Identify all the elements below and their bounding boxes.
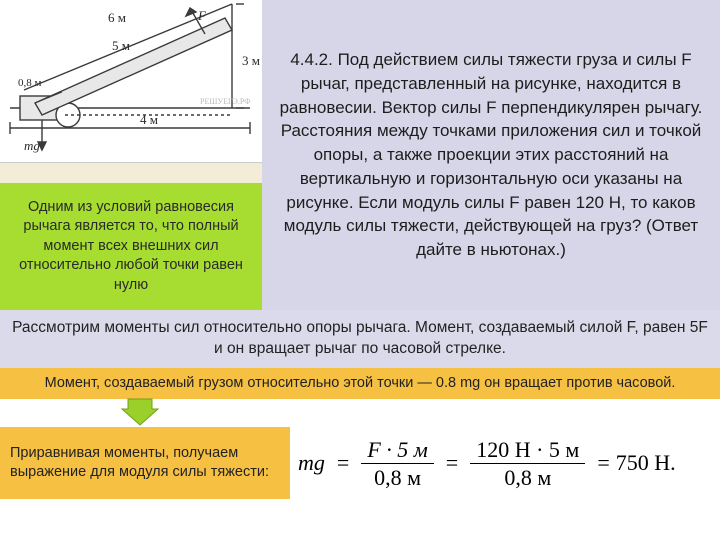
step-gold-text: Момент, создаваемый грузом относительно …: [45, 375, 676, 391]
label-3m: 3 м: [242, 53, 260, 68]
step-lavender-text: Рассмотрим моменты сил относительно опор…: [12, 319, 708, 357]
frac1-num: F · 5 м: [367, 437, 427, 462]
formula-answer: 750 Н.: [616, 450, 676, 476]
frac2-den: 0,8 м: [498, 464, 557, 489]
down-arrow-icon: [120, 397, 160, 427]
frac2: 120 Н · 5 м 0,8 м: [470, 438, 585, 489]
diagram-svg: 6 м 5 м 3 м 4 м 0,8 м F mg РЕШУЕГЭ.РФ: [0, 0, 262, 162]
step-gold-box: Момент, создаваемый грузом относительно …: [0, 368, 720, 400]
eq2: =: [446, 450, 458, 476]
top-row: 6 м 5 м 3 м 4 м 0,8 м F mg РЕШУЕГЭ.РФ Од…: [0, 0, 720, 310]
label-08m: 0,8 м: [18, 77, 42, 89]
slide: 6 м 5 м 3 м 4 м 0,8 м F mg РЕШУЕГЭ.РФ Од…: [0, 0, 720, 540]
left-column: 6 м 5 м 3 м 4 м 0,8 м F mg РЕШУЕГЭ.РФ Од…: [0, 0, 262, 310]
label-F: F: [197, 8, 207, 23]
hint-green-box: Одним из условий равновесия рычага являе…: [0, 183, 262, 310]
watermark: РЕШУЕГЭ.РФ: [200, 97, 251, 106]
label-6m: 6 м: [108, 10, 126, 25]
formula-lhs: mg: [298, 450, 325, 476]
beige-strip: [0, 163, 262, 183]
label-mg: mg: [24, 138, 40, 153]
result-formula: mg = F · 5 м 0,8 м = 120 Н · 5 м 0,8 м =…: [290, 427, 720, 499]
problem-text: 4.4.2. Под действием силы тяжести груза …: [268, 48, 714, 262]
result-row: Приравнивая моменты, получаем выражение …: [0, 427, 720, 499]
arrow-row: [0, 399, 720, 427]
hint-green-text: Одним из условий равновесия рычага являе…: [6, 198, 256, 296]
problem-statement-box: 4.4.2. Под действием силы тяжести груза …: [262, 0, 720, 310]
label-4m: 4 м: [140, 112, 158, 127]
label-5m: 5 м: [112, 38, 130, 53]
step-lavender-box: Рассмотрим моменты сил относительно опор…: [0, 310, 720, 368]
result-caption: Приравнивая моменты, получаем выражение …: [10, 444, 280, 483]
result-caption-box: Приравнивая моменты, получаем выражение …: [0, 427, 290, 499]
frac1-den: 0,8 м: [368, 464, 427, 489]
eq1: =: [337, 450, 349, 476]
lever-diagram: 6 м 5 м 3 м 4 м 0,8 м F mg РЕШУЕГЭ.РФ: [0, 0, 262, 163]
frac2-num: 120 Н · 5 м: [470, 438, 585, 464]
frac1: F · 5 м 0,8 м: [361, 438, 433, 489]
eq3: =: [597, 450, 609, 476]
